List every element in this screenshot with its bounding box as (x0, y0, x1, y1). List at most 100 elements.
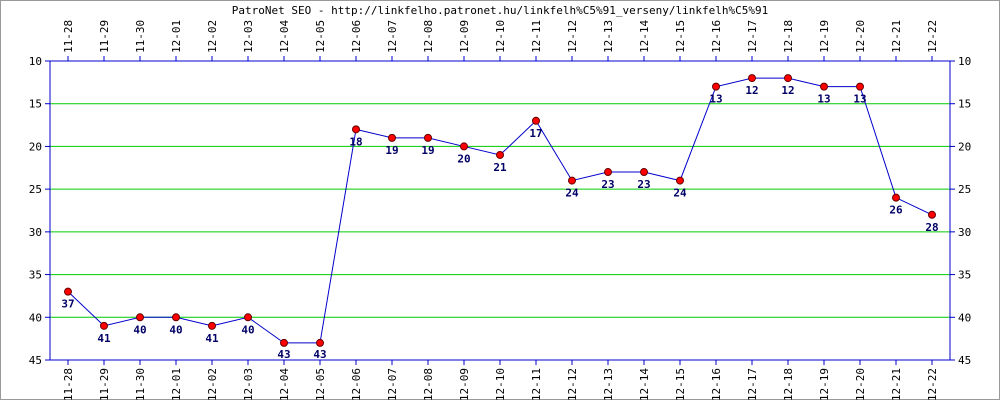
data-label: 40 (241, 323, 254, 336)
y-tick-label-left: 15 (29, 98, 42, 111)
data-label: 26 (889, 204, 903, 217)
data-point (64, 287, 72, 296)
data-label: 43 (277, 348, 290, 361)
x-tick-label-bottom: 12-01 (170, 368, 183, 400)
x-tick-label-top: 12-16 (710, 20, 723, 53)
data-point (676, 176, 684, 185)
data-point (424, 133, 432, 142)
data-label: 17 (529, 127, 542, 140)
data-label: 13 (709, 93, 722, 106)
x-tick-label-bottom: 12-07 (386, 368, 399, 400)
x-tick-label-bottom: 12-05 (314, 368, 327, 400)
chart-title: PatroNet SEO - http://linkfelho.patronet… (232, 4, 768, 17)
y-tick-label-right: 20 (958, 140, 971, 153)
x-tick-label-bottom: 12-08 (422, 368, 435, 400)
x-tick-label-bottom: 12-02 (206, 368, 219, 400)
data-point (244, 313, 252, 322)
data-point (280, 338, 288, 347)
x-tick-label-top: 11-29 (98, 20, 111, 53)
x-tick-label-bottom: 12-19 (818, 368, 831, 400)
x-tick-label-top: 12-13 (602, 20, 615, 53)
x-tick-label-bottom: 12-13 (602, 368, 615, 400)
x-tick-label-bottom: 12-16 (710, 368, 723, 400)
data-point (892, 193, 900, 202)
x-tick-label-top: 12-08 (422, 20, 435, 53)
data-point (928, 210, 936, 219)
data-label: 23 (601, 178, 614, 191)
data-label: 20 (457, 152, 470, 165)
y-tick-label-left: 30 (29, 226, 42, 239)
data-point (316, 338, 324, 347)
data-point (352, 125, 360, 134)
x-tick-label-top: 12-20 (854, 20, 867, 53)
y-tick-label-left: 10 (29, 55, 42, 68)
x-tick-label-bottom: 12-10 (494, 368, 507, 400)
y-tick-label-right: 15 (958, 98, 971, 111)
data-labels: 37 41 40 40 41 40 43 43 18 19 19 20 21 17 24 23 23 24 13 12… (61, 84, 938, 361)
data-label: 19 (385, 144, 398, 157)
x-tick-label-top: 12-04 (278, 20, 291, 53)
data-label: 12 (745, 84, 758, 97)
y-tick-label-left: 25 (29, 183, 42, 196)
x-tick-label-bottom: 12-17 (746, 368, 759, 400)
data-point (100, 321, 108, 330)
data-point (388, 133, 396, 142)
x-tick-label-top: 12-03 (242, 20, 255, 53)
y-tick-label-right: 45 (958, 354, 971, 367)
data-point (496, 150, 504, 159)
x-tick-label-bottom: 12-09 (458, 368, 471, 400)
x-tick-label-bottom: 12-12 (566, 368, 579, 400)
x-tick-label-top: 12-19 (818, 20, 831, 53)
data-point (820, 82, 828, 91)
x-tick-label-top: 12-18 (782, 20, 795, 53)
x-tick-label-top: 12-15 (674, 20, 687, 53)
data-label: 19 (421, 144, 434, 157)
x-tick-label-top: 12-22 (926, 20, 939, 53)
axes (45, 56, 955, 365)
x-tick-label-bottom: 12-14 (638, 368, 651, 400)
data-label: 24 (673, 187, 687, 200)
data-point (604, 168, 612, 177)
y-tick-label-right: 10 (958, 55, 971, 68)
x-tick-label-top: 12-12 (566, 20, 579, 53)
data-label: 24 (565, 187, 579, 200)
data-label: 12 (781, 84, 794, 97)
data-label: 13 (817, 93, 830, 106)
x-tick-label-top: 11-30 (134, 20, 147, 53)
y-tick-label-left: 45 (29, 354, 42, 367)
data-label: 37 (61, 298, 74, 311)
x-tick-label-top: 12-05 (314, 20, 327, 53)
x-tick-label-bottom: 12-15 (674, 368, 687, 400)
data-point (568, 176, 576, 185)
y-tick-label-left: 35 (29, 269, 42, 282)
x-tick-label-top: 12-10 (494, 20, 507, 53)
data-point (784, 74, 792, 83)
data-label: 41 (97, 332, 111, 345)
x-tick-label-top: 12-14 (638, 20, 651, 53)
x-tick-label-top: 12-21 (890, 20, 903, 53)
data-label: 21 (493, 161, 507, 174)
data-label: 41 (205, 332, 219, 345)
x-tick-label-bottom: 12-18 (782, 368, 795, 400)
data-label: 13 (853, 93, 866, 106)
y-tick-label-right: 30 (958, 226, 971, 239)
y-tick-label-right: 35 (958, 269, 971, 282)
data-label: 40 (133, 323, 146, 336)
x-tick-label-bottom: 12-20 (854, 368, 867, 400)
x-tick-label-top: 12-02 (206, 20, 219, 53)
x-tick-label-bottom: 12-22 (926, 368, 939, 400)
y-tick-label-left: 40 (29, 311, 42, 324)
data-label: 40 (169, 323, 182, 336)
x-tick-label-top: 12-06 (350, 20, 363, 53)
y-tick-label-left: 20 (29, 140, 42, 153)
data-point (712, 82, 720, 91)
x-tick-label-top: 12-09 (458, 20, 471, 53)
data-label: 28 (925, 221, 938, 234)
x-tick-label-bottom: 12-03 (242, 368, 255, 400)
data-label: 18 (349, 135, 362, 148)
data-point (856, 82, 864, 91)
y-tick-label-right: 40 (958, 311, 971, 324)
grid-lines (50, 103, 950, 318)
